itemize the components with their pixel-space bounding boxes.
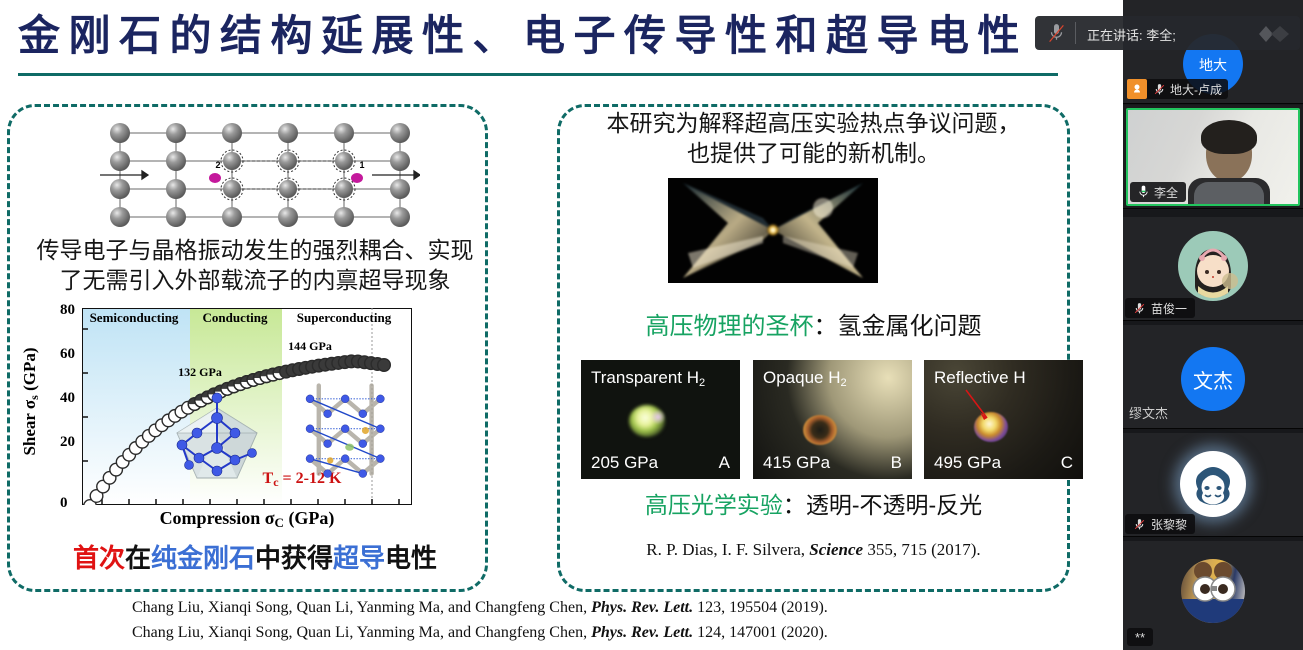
svg-text:144 GPa: 144 GPa xyxy=(288,339,332,353)
svg-text:1: 1 xyxy=(359,160,364,170)
svg-text:Conducting: Conducting xyxy=(202,310,268,325)
svg-text:Superconducting: Superconducting xyxy=(297,310,392,325)
svg-text:132 GPa: 132 GPa xyxy=(178,365,222,379)
svg-text:Semiconducting: Semiconducting xyxy=(90,310,179,325)
svg-text:2: 2 xyxy=(215,160,220,170)
